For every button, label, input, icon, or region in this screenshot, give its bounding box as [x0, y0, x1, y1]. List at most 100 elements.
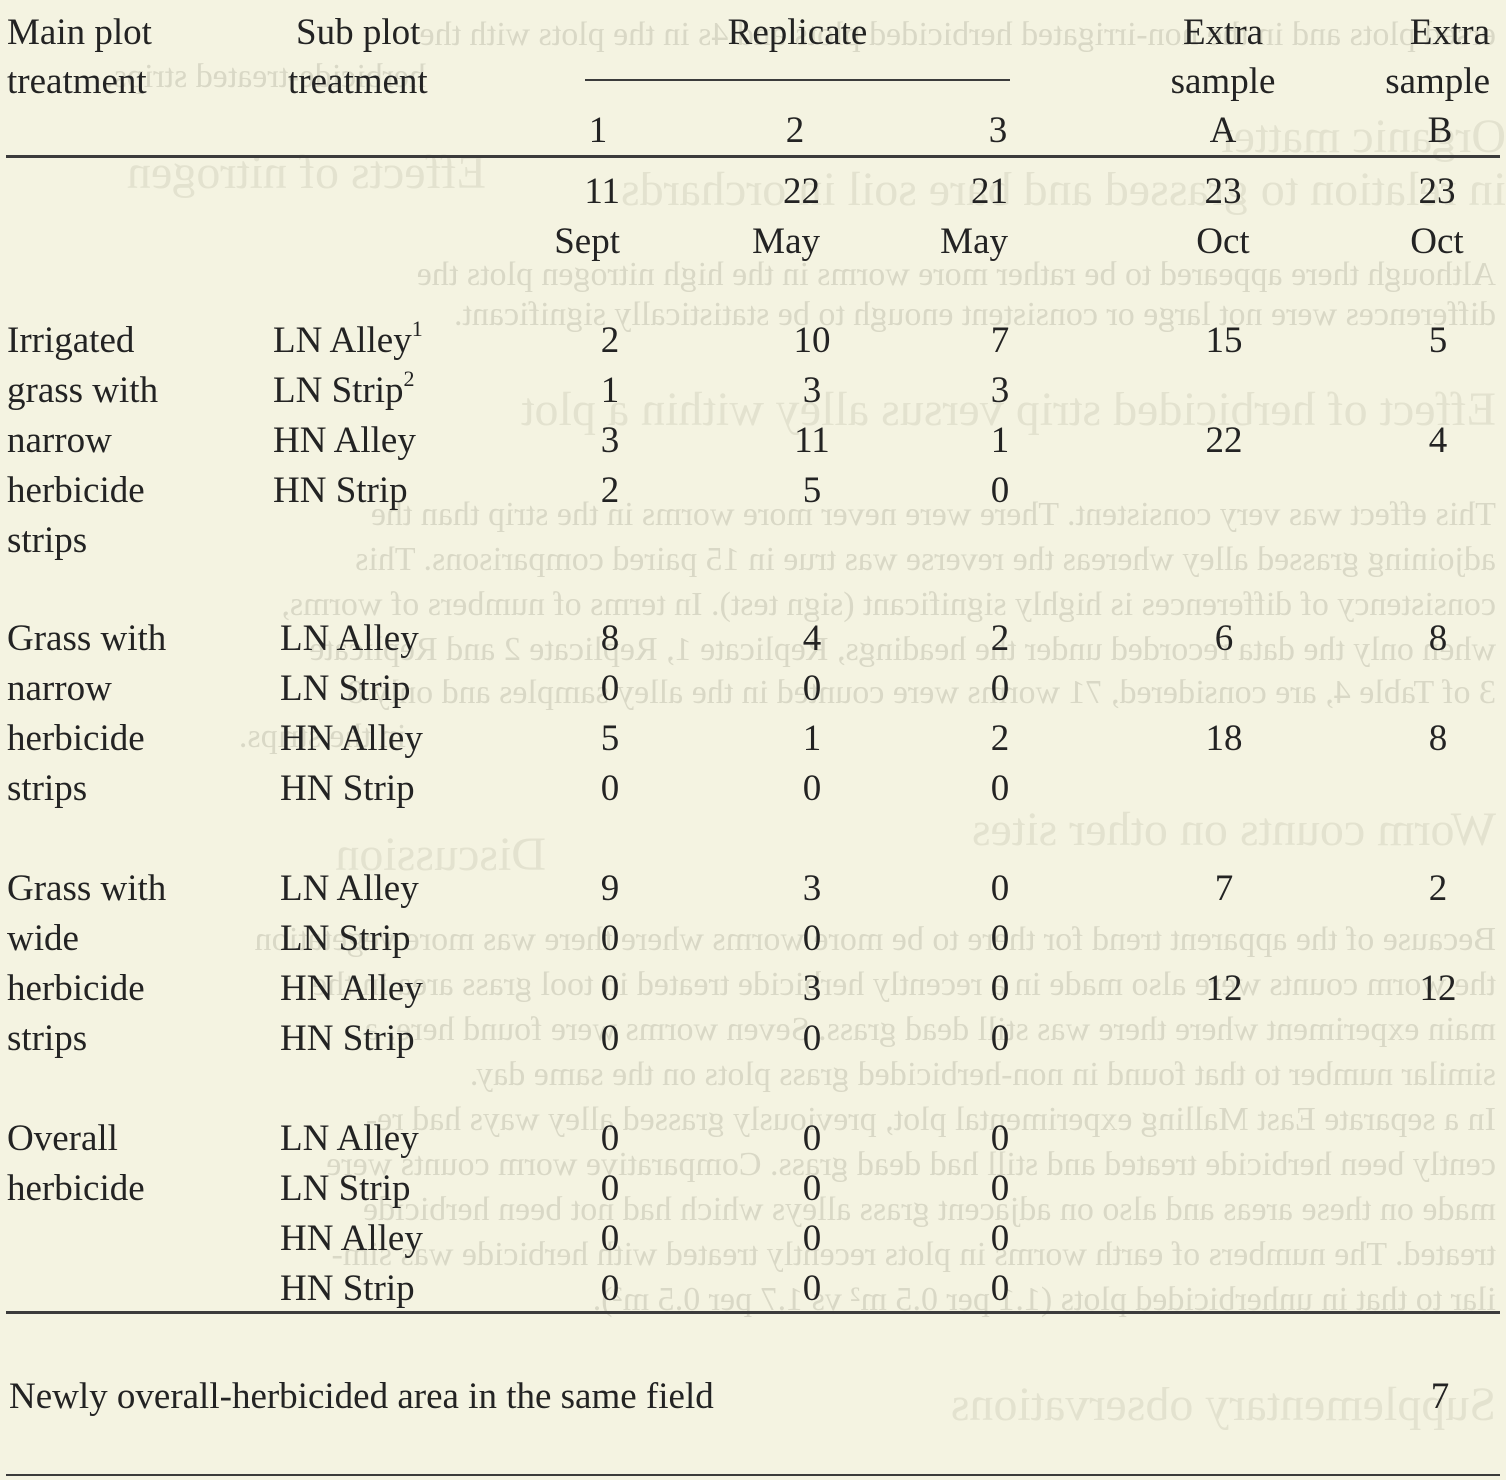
table-cell: 4: [1428, 420, 1448, 461]
footnote-marker: 1: [411, 316, 423, 341]
table-cell: 0: [600, 668, 620, 709]
body-bottom-rule: [6, 1311, 1500, 1314]
sub-plot-label: LN Alley: [280, 1120, 419, 1157]
header-main-plot-line1: Main plot: [7, 12, 152, 53]
header-extra-a-line3: A: [1209, 110, 1237, 151]
sub-plot-text: LN Strip: [280, 918, 411, 959]
ghost-line: similar number to that found in non-herb…: [469, 1056, 1496, 1093]
sub-plot-label: LN Strip: [280, 670, 411, 707]
ghost-line: main experiment where there was still de…: [364, 1011, 1496, 1048]
ghost-line: when only the data recorded under the he…: [309, 631, 1496, 668]
table-cell: 0: [802, 668, 822, 709]
main-plot-label: herbicide: [7, 718, 145, 759]
sub-plot-text: LN Strip: [280, 1168, 411, 1209]
date-a-month: Oct: [1196, 221, 1250, 262]
date-b-day: 23: [1418, 171, 1456, 212]
ghost-line: adjoining grassed alley whereas the reve…: [355, 541, 1496, 578]
main-plot-label: Irrigated: [7, 320, 135, 361]
main-plot-label: narrow: [7, 668, 112, 709]
sub-plot-text: LN Strip: [280, 668, 411, 709]
date-2-day: 22: [783, 171, 820, 212]
table-cell: 7: [990, 320, 1010, 361]
date-3-month: May: [940, 221, 1008, 262]
table-cell: 2: [1428, 868, 1448, 909]
table-cell: 0: [600, 918, 620, 959]
table-cell: 15: [1205, 320, 1243, 361]
sub-plot-text: LN Alley: [280, 1118, 419, 1159]
table-cell: 4: [802, 618, 822, 659]
table-cell: 22: [1205, 420, 1243, 461]
sub-plot-text: HN Strip: [280, 1268, 415, 1309]
sub-plot-text: LN Strip: [273, 370, 404, 411]
table-cell: 0: [802, 1218, 822, 1259]
header-replicate: Replicate: [727, 12, 868, 53]
ghost-line: cently been herbicide treated and still …: [326, 1146, 1496, 1183]
main-plot-label: strips: [7, 1018, 88, 1059]
date-a-day: 23: [1204, 171, 1242, 212]
table-cell: 7: [1214, 868, 1234, 909]
table-bottom-rule: [6, 1474, 1500, 1476]
table-cell: 0: [802, 1018, 822, 1059]
header-extra-b-line1: Extra: [1409, 12, 1490, 53]
table-cell: 0: [600, 768, 620, 809]
table-cell: 8: [600, 618, 620, 659]
header-sub-plot-line2: treatment: [288, 61, 428, 102]
table-cell: 0: [802, 1168, 822, 1209]
sub-plot-label: HN Alley: [273, 422, 416, 459]
header-extra-a-line1: Extra: [1182, 12, 1264, 53]
table-cell: 3: [600, 420, 620, 461]
main-plot-label: narrow: [7, 420, 112, 461]
main-plot-label: grass with: [7, 370, 159, 411]
table-cell: 5: [802, 470, 822, 511]
table-cell: 11: [794, 420, 830, 461]
table-cell: 2: [600, 470, 620, 511]
main-plot-label: wide: [7, 918, 79, 959]
table-cell: 0: [990, 918, 1010, 959]
table-cell: 9: [600, 868, 620, 909]
sub-plot-label: LN Strip: [280, 1170, 411, 1207]
ghost-line: Because of the apparent trend for there …: [254, 921, 1496, 958]
table-cell: 0: [990, 1118, 1010, 1159]
sub-plot-text: LN Alley: [273, 320, 412, 361]
table-cell: 0: [990, 768, 1010, 809]
header-rep-3: 3: [988, 110, 1008, 151]
sub-plot-label: HN Strip: [280, 1270, 415, 1307]
table-cell: 12: [1205, 968, 1243, 1009]
table-cell: 1: [802, 718, 822, 759]
table-cell: 3: [802, 370, 822, 411]
table-cell: 0: [802, 1118, 822, 1159]
ghost-line: Worm counts on other sites: [971, 803, 1496, 856]
header-extra-b-line3: B: [1427, 110, 1453, 151]
main-plot-label: strips: [7, 520, 88, 561]
footer-value: 7: [1430, 1376, 1450, 1417]
date-3-day: 21: [971, 171, 1008, 212]
sub-plot-text: HN Alley: [280, 968, 423, 1009]
sub-plot-label: HN Alley: [280, 720, 423, 757]
sub-plot-label: HN Strip: [280, 1020, 415, 1057]
table-cell: 5: [1428, 320, 1448, 361]
sub-plot-label: HN Strip: [280, 770, 415, 807]
table-cell: 0: [990, 968, 1010, 1009]
table-cell: 0: [802, 918, 822, 959]
table-cell: 5: [600, 718, 620, 759]
table-cell: 18: [1205, 718, 1243, 759]
date-b-month: Oct: [1410, 221, 1464, 262]
table-cell: 12: [1419, 968, 1457, 1009]
table-cell: 10: [793, 320, 831, 361]
ghost-line: made on these areas and also on adjacent…: [363, 1191, 1496, 1228]
table-cell: 0: [600, 1218, 620, 1259]
replicate-underline: [585, 79, 1010, 81]
sub-plot-text: HN Strip: [273, 470, 408, 511]
sub-plot-label: LN Strip2: [273, 368, 415, 411]
sub-plot-text: HN Strip: [280, 768, 415, 809]
header-sub-plot-line1: Sub plot: [296, 12, 421, 53]
table-cell: 2: [990, 618, 1010, 659]
table-cell: 2: [600, 320, 620, 361]
table-cell: 6: [1214, 618, 1234, 659]
sub-plot-text: HN Strip: [280, 1018, 415, 1059]
sub-plot-text: HN Alley: [280, 1218, 423, 1259]
table-cell: 8: [1428, 718, 1448, 759]
table-cell: 0: [990, 668, 1010, 709]
sub-plot-label: LN Alley1: [273, 318, 423, 361]
main-plot-label: Grass with: [7, 618, 167, 659]
